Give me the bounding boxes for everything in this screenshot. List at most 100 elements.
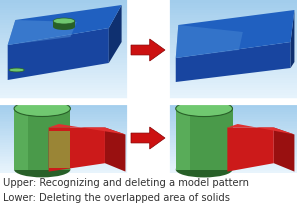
Text: Lower: Deleting the overlapped area of solids: Lower: Deleting the overlapped area of s… bbox=[3, 193, 230, 203]
Bar bbox=[168, 35, 297, 38]
Bar bbox=[0, 161, 128, 162]
Bar bbox=[168, 152, 297, 154]
Bar bbox=[168, 18, 297, 20]
Bar bbox=[168, 47, 297, 50]
Bar bbox=[168, 45, 297, 47]
Bar bbox=[0, 60, 128, 62]
Bar bbox=[168, 42, 297, 45]
Bar bbox=[0, 134, 128, 136]
Bar bbox=[0, 149, 128, 150]
Bar bbox=[0, 122, 128, 124]
Bar bbox=[168, 133, 297, 134]
Bar bbox=[0, 90, 128, 92]
Bar bbox=[168, 77, 297, 80]
Bar bbox=[168, 73, 297, 75]
Bar bbox=[0, 115, 128, 117]
Bar bbox=[0, 20, 128, 23]
Bar bbox=[168, 145, 297, 147]
Bar bbox=[168, 138, 297, 140]
Bar bbox=[168, 85, 297, 88]
Bar bbox=[0, 38, 128, 40]
Bar bbox=[0, 112, 128, 114]
Bar bbox=[168, 25, 297, 27]
Bar bbox=[168, 147, 297, 149]
Bar bbox=[0, 97, 128, 100]
Bar bbox=[14, 109, 28, 169]
Bar bbox=[168, 124, 297, 126]
Bar bbox=[168, 23, 297, 25]
Bar bbox=[0, 42, 128, 45]
Ellipse shape bbox=[53, 24, 75, 30]
Polygon shape bbox=[227, 124, 294, 134]
Ellipse shape bbox=[53, 18, 75, 24]
Bar bbox=[0, 107, 128, 108]
Bar bbox=[0, 5, 128, 8]
Bar bbox=[0, 68, 128, 70]
Bar bbox=[0, 127, 128, 129]
Bar bbox=[168, 15, 297, 18]
Bar bbox=[0, 154, 128, 156]
Bar bbox=[0, 150, 128, 152]
Bar bbox=[168, 161, 297, 162]
Bar bbox=[168, 38, 297, 40]
Bar bbox=[0, 88, 128, 90]
Bar bbox=[0, 85, 128, 88]
Bar bbox=[0, 58, 128, 60]
Bar bbox=[168, 164, 297, 166]
Polygon shape bbox=[49, 127, 105, 172]
Bar bbox=[168, 53, 297, 55]
Bar bbox=[168, 127, 297, 129]
Bar bbox=[0, 27, 128, 30]
Bar bbox=[168, 140, 297, 142]
Bar bbox=[168, 90, 297, 92]
Bar bbox=[168, 156, 297, 157]
Polygon shape bbox=[53, 21, 75, 27]
Polygon shape bbox=[131, 127, 165, 149]
Bar bbox=[0, 138, 128, 140]
Polygon shape bbox=[131, 39, 165, 61]
Bar bbox=[0, 32, 128, 35]
Bar bbox=[168, 12, 297, 15]
Bar bbox=[0, 0, 128, 3]
Bar bbox=[168, 126, 297, 127]
Bar bbox=[0, 119, 128, 120]
Bar bbox=[0, 77, 128, 80]
Bar bbox=[168, 68, 297, 70]
Bar bbox=[0, 40, 128, 42]
Bar bbox=[0, 73, 128, 75]
Bar bbox=[0, 136, 128, 138]
Bar bbox=[168, 27, 297, 30]
Bar bbox=[168, 105, 297, 107]
Bar bbox=[0, 95, 128, 97]
Bar bbox=[168, 60, 297, 62]
Ellipse shape bbox=[176, 101, 233, 116]
Ellipse shape bbox=[14, 101, 70, 116]
Bar bbox=[168, 88, 297, 90]
Bar bbox=[168, 119, 297, 120]
Bar bbox=[168, 40, 297, 42]
Bar bbox=[0, 70, 128, 73]
Bar bbox=[0, 129, 128, 131]
Bar bbox=[0, 108, 128, 110]
Bar bbox=[176, 109, 190, 169]
Bar bbox=[168, 20, 297, 23]
Polygon shape bbox=[8, 5, 121, 45]
Bar bbox=[0, 145, 128, 147]
Bar bbox=[0, 164, 128, 166]
Polygon shape bbox=[105, 127, 125, 172]
Bar bbox=[0, 23, 128, 25]
Bar bbox=[168, 10, 297, 12]
Polygon shape bbox=[8, 20, 77, 45]
Bar bbox=[168, 32, 297, 35]
Bar bbox=[0, 142, 128, 143]
Polygon shape bbox=[49, 124, 125, 134]
Bar bbox=[176, 109, 233, 169]
Bar bbox=[168, 70, 297, 73]
Bar bbox=[168, 107, 297, 108]
Bar bbox=[168, 65, 297, 68]
Polygon shape bbox=[176, 10, 294, 58]
Bar bbox=[0, 157, 128, 159]
Bar bbox=[0, 18, 128, 20]
Bar bbox=[168, 162, 297, 164]
Bar bbox=[168, 150, 297, 152]
